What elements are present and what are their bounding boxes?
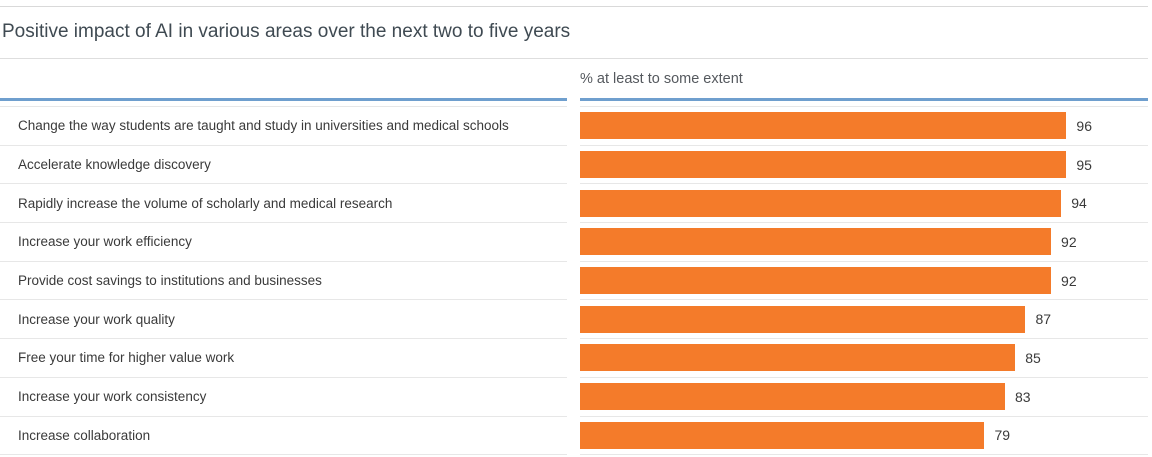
bar bbox=[580, 305, 1026, 333]
bar-cell: 85 bbox=[580, 339, 1148, 378]
column-gap bbox=[567, 223, 580, 262]
bar bbox=[580, 228, 1052, 256]
bar-value-label: 85 bbox=[1025, 349, 1041, 366]
bar-value-label: 87 bbox=[1035, 311, 1052, 328]
bar-track: 94 bbox=[580, 184, 1092, 222]
bar-track: 87 bbox=[580, 300, 1092, 338]
bar-value-label: 95 bbox=[1076, 156, 1092, 173]
bar-track: 95 bbox=[580, 146, 1092, 184]
bar-cell: 95 bbox=[580, 146, 1148, 185]
bar-value-label: 83 bbox=[1014, 388, 1031, 405]
table-row: Change the way students are taught and s… bbox=[0, 107, 1148, 146]
table-row: Increase your work consistency 83 bbox=[0, 378, 1148, 417]
bar-value-label: 94 bbox=[1071, 195, 1087, 212]
header-accent-rule-right bbox=[580, 98, 1148, 101]
table-row: Provide cost savings to institutions and… bbox=[0, 262, 1148, 301]
bar-value-label: 96 bbox=[1076, 117, 1092, 134]
bar-cell: 79 bbox=[580, 417, 1148, 456]
bar bbox=[580, 421, 985, 449]
bar bbox=[580, 112, 1067, 140]
bar-track: 92 bbox=[580, 223, 1092, 261]
table-row: Increase collaboration 79 bbox=[0, 417, 1148, 456]
row-label: Change the way students are taught and s… bbox=[0, 107, 567, 146]
value-column-header: % at least to some extent bbox=[580, 70, 743, 87]
bar-rows: Change the way students are taught and s… bbox=[0, 107, 1148, 456]
column-gap bbox=[567, 59, 580, 98]
spacer-cell-left bbox=[0, 101, 567, 107]
table-row: Free your time for higher value work 85 bbox=[0, 339, 1148, 378]
column-gap bbox=[567, 146, 580, 185]
column-gap bbox=[567, 184, 580, 223]
row-label: Rapidly increase the volume of scholarly… bbox=[0, 184, 567, 224]
category-column-header-cell bbox=[0, 59, 567, 98]
bar-cell: 87 bbox=[580, 300, 1148, 340]
row-label: Increase your work quality bbox=[0, 300, 567, 340]
bar-cell: 92 bbox=[580, 262, 1148, 301]
spacer-cell-right bbox=[580, 101, 1148, 107]
row-label: Provide cost savings to institutions and… bbox=[0, 262, 567, 301]
row-label: Increase your work efficiency bbox=[0, 223, 567, 262]
bar-value-label: 92 bbox=[1061, 233, 1077, 250]
top-divider bbox=[0, 6, 1148, 7]
column-header-row: % at least to some extent bbox=[0, 59, 1148, 98]
bar bbox=[580, 344, 1016, 372]
bar-track: 96 bbox=[580, 107, 1092, 145]
bar-track: 85 bbox=[580, 339, 1092, 377]
column-gap bbox=[567, 378, 580, 417]
chart-panel: Positive impact of AI in various areas o… bbox=[0, 6, 1148, 456]
bar bbox=[580, 151, 1067, 179]
bar-cell: 94 bbox=[580, 184, 1148, 224]
column-gap bbox=[567, 339, 580, 378]
bar bbox=[580, 189, 1062, 217]
bar-value-label: 79 bbox=[994, 427, 1011, 444]
column-gap bbox=[567, 300, 580, 339]
header-accent-rule bbox=[0, 98, 1148, 101]
bar bbox=[580, 267, 1052, 295]
column-gap bbox=[567, 262, 580, 301]
title-divider bbox=[0, 58, 1148, 59]
header-spacer-row bbox=[0, 101, 1148, 107]
table-row: Increase your work quality 87 bbox=[0, 300, 1148, 340]
row-label: Increase collaboration bbox=[0, 417, 567, 456]
bar-value-label: 92 bbox=[1061, 272, 1077, 289]
row-label: Free your time for higher value work bbox=[0, 339, 567, 378]
page-title: Positive impact of AI in various areas o… bbox=[2, 21, 571, 42]
table-row: Increase your work efficiency 92 bbox=[0, 223, 1148, 262]
bar-cell: 83 bbox=[580, 378, 1148, 417]
column-gap bbox=[567, 107, 580, 146]
column-gap bbox=[567, 417, 580, 456]
table-row: Rapidly increase the volume of scholarly… bbox=[0, 184, 1148, 224]
row-label: Accelerate knowledge discovery bbox=[0, 146, 567, 185]
bar-cell: 96 bbox=[580, 107, 1148, 146]
header-accent-rule-left bbox=[0, 98, 567, 101]
bar bbox=[580, 383, 1005, 411]
bar-track: 79 bbox=[580, 417, 1092, 455]
bar-cell: 92 bbox=[580, 223, 1148, 262]
row-label: Increase your work consistency bbox=[0, 378, 567, 417]
table-row: Accelerate knowledge discovery 95 bbox=[0, 146, 1148, 185]
bar-track: 92 bbox=[580, 262, 1092, 300]
bar-track: 83 bbox=[580, 378, 1092, 416]
